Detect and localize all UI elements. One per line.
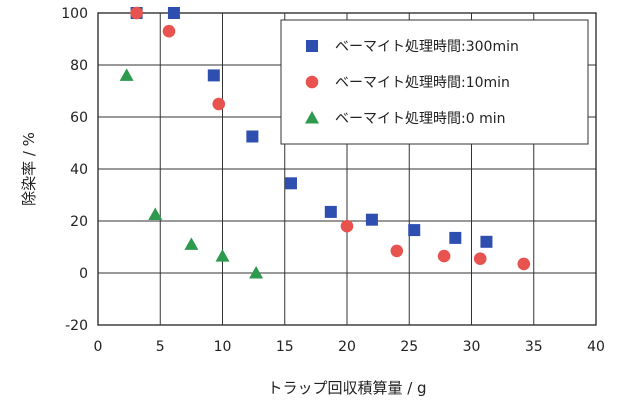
- square-data-point: [408, 224, 421, 237]
- y-tick-label: -20: [65, 318, 88, 334]
- y-tick-labels: -20 0 20 40 60 80 100: [61, 6, 88, 334]
- legend-label: ベーマイト処理時間:0 min: [335, 111, 505, 127]
- x-tick-label: 0: [94, 339, 103, 355]
- legend-triangle-marker: [305, 111, 319, 124]
- x-tick-label: 40: [587, 339, 605, 355]
- square-data-point: [207, 69, 220, 82]
- circle-data-point: [340, 219, 354, 233]
- legend: ベーマイト処理時間:300min ベーマイト処理時間:10min ベーマイト処理時間…: [280, 19, 589, 145]
- y-tick-label: 40: [70, 162, 88, 178]
- x-tick-label: 10: [214, 339, 232, 355]
- circle-data-point: [473, 252, 487, 265]
- triangle-data-point: [119, 68, 134, 81]
- square-data-point: [365, 213, 378, 226]
- x-tick-label: 20: [338, 339, 356, 355]
- y-tick-label: 60: [70, 110, 88, 126]
- square-data-point: [449, 231, 462, 244]
- y-tick-label: 20: [70, 214, 88, 230]
- circle-data-point: [130, 6, 143, 20]
- legend-circle-marker: [305, 75, 319, 89]
- circle-data-point: [212, 97, 226, 111]
- x-axis-label: トラップ回収積算量 / g: [267, 379, 426, 397]
- x-tick-label: 25: [400, 339, 418, 355]
- x-tick-label: 5: [156, 339, 165, 355]
- square-data-point: [284, 177, 297, 190]
- y-tick-label: 100: [61, 6, 88, 22]
- legend-square-marker: [306, 40, 318, 52]
- circle-data-point: [390, 244, 404, 258]
- circle-data-point: [162, 24, 176, 38]
- y-tick-label: 80: [70, 58, 88, 74]
- x-tick-labels: 0 5 10 15 20 25 30 35 40: [94, 339, 605, 355]
- square-data-point: [480, 235, 493, 248]
- triangle-data-point: [148, 207, 163, 220]
- x-tick-label: 30: [463, 339, 481, 355]
- square-data-point: [246, 130, 259, 143]
- circle-data-point: [517, 257, 531, 271]
- x-tick-label: 15: [276, 339, 294, 355]
- triangle-data-point: [249, 266, 264, 279]
- x-tick-label: 35: [525, 339, 543, 355]
- legend-label: ベーマイト処理時間:300min: [335, 39, 519, 55]
- legend-box: [280, 19, 589, 145]
- y-tick-label: 0: [79, 266, 88, 282]
- circle-data-point: [437, 249, 451, 263]
- triangle-data-point: [184, 237, 199, 250]
- legend-label: ベーマイト処理時間:10min: [335, 75, 510, 91]
- y-axis-label: 除染率 / %: [20, 132, 38, 206]
- triangle-data-point: [215, 249, 230, 262]
- square-data-point: [324, 205, 337, 218]
- data-points: [119, 6, 531, 279]
- square-data-point: [167, 7, 180, 19]
